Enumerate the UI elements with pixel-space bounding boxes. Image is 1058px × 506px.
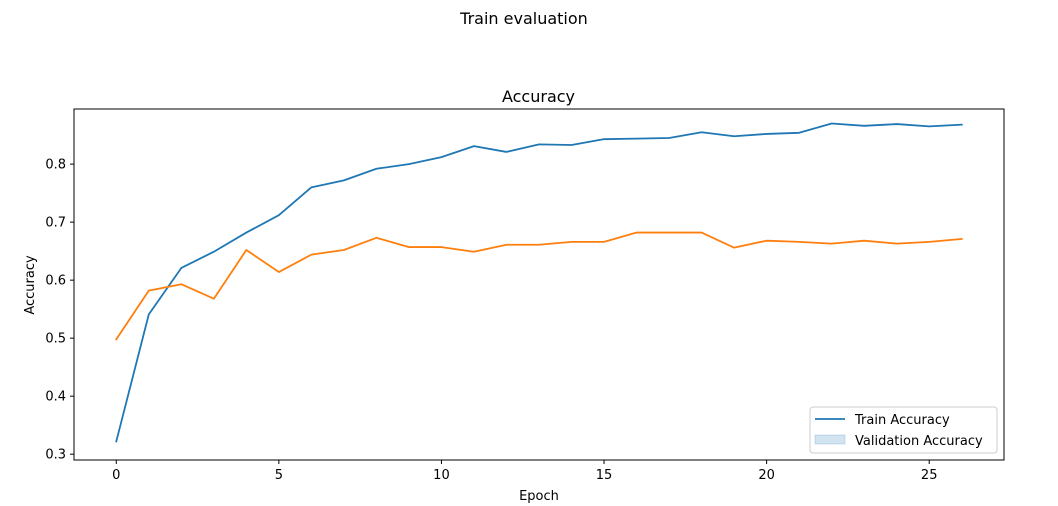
validation-accuracy-line xyxy=(115,231,963,341)
y-axis-label: Accuracy xyxy=(23,255,38,315)
train-accuracy-line xyxy=(115,122,963,443)
legend-label-train-accuracy: Train Accuracy xyxy=(854,413,950,428)
y-tick-label: 0.6 xyxy=(45,274,66,289)
legend-label-validation-accuracy: Validation Accuracy xyxy=(855,434,983,449)
x-tick-label: 25 xyxy=(921,468,938,483)
chart-title: Accuracy xyxy=(502,87,575,106)
y-tick-label: 0.5 xyxy=(45,332,66,347)
x-axis-label: Epoch xyxy=(519,489,559,504)
x-tick-label: 20 xyxy=(758,468,775,483)
y-tick-label: 0.3 xyxy=(45,448,66,463)
y-tick-label: 0.7 xyxy=(45,216,66,231)
legend: Train Accuracy Validation Accuracy xyxy=(809,406,998,454)
y-axis-ticks: 0.3 0.4 0.5 0.6 0.7 0.8 xyxy=(45,158,74,463)
plot-frame xyxy=(73,108,1005,461)
x-axis-ticks: 0 5 10 15 20 25 xyxy=(112,460,937,483)
x-tick-label: 10 xyxy=(433,468,450,483)
figure-suptitle: Train evaluation xyxy=(459,9,588,28)
legend-box xyxy=(809,406,998,454)
plot-area xyxy=(115,122,963,443)
x-tick-label: 15 xyxy=(596,468,613,483)
legend-swatch-validation-accuracy xyxy=(814,434,846,445)
x-tick-label: 5 xyxy=(275,468,283,483)
x-tick-label: 0 xyxy=(112,468,120,483)
y-tick-label: 0.4 xyxy=(45,390,66,405)
y-tick-label: 0.8 xyxy=(45,158,66,173)
